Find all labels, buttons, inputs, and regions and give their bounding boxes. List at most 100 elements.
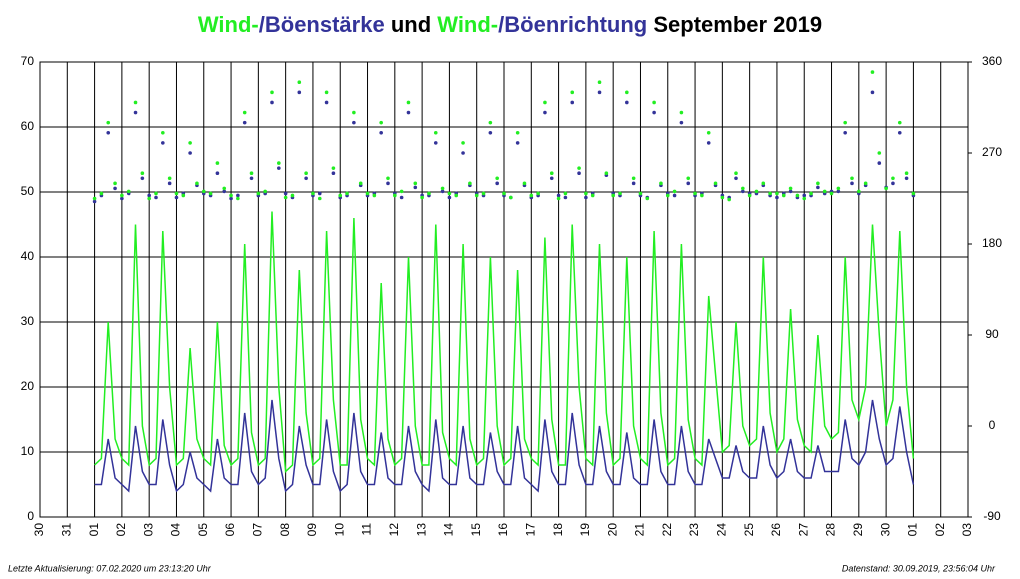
- x-tick-label: 10: [332, 523, 346, 537]
- x-tick-label: 18: [551, 523, 565, 537]
- plot-frame: [39, 61, 969, 518]
- direction-dot: [474, 193, 479, 198]
- direction-dot: [297, 90, 302, 95]
- direction-dot: [133, 100, 138, 105]
- direction-dot: [311, 191, 315, 196]
- direction-dot: [884, 186, 888, 191]
- direction-dot: [345, 191, 349, 196]
- y-tick-label: 40: [21, 249, 35, 263]
- direction-dot: [427, 191, 431, 196]
- y-tick-label: 20: [21, 379, 35, 393]
- direction-dot: [229, 196, 233, 201]
- direction-dot: [747, 193, 752, 198]
- direction-dot: [270, 100, 274, 105]
- direction-dot: [891, 176, 895, 181]
- direction-dot: [461, 151, 465, 155]
- x-tick-label: 29: [851, 523, 865, 537]
- direction-dot: [611, 193, 615, 198]
- x-tick-label: 28: [824, 523, 838, 537]
- direction-dot: [700, 193, 704, 198]
- direction-dot: [563, 191, 568, 196]
- y-tick-label: 0: [27, 509, 34, 523]
- direction-dot: [720, 195, 725, 200]
- y2-tick-label: 90: [985, 327, 999, 341]
- direction-dot: [249, 171, 254, 176]
- direction-dot: [891, 181, 895, 186]
- direction-dot: [775, 191, 779, 196]
- x-tick-label: 24: [715, 523, 729, 537]
- direction-dot: [215, 171, 220, 176]
- direction-dot: [317, 191, 322, 196]
- direction-dot: [468, 181, 472, 186]
- direction-dot: [536, 191, 540, 196]
- direction-dot: [283, 195, 288, 200]
- direction-dot: [556, 193, 561, 198]
- direction-dot: [488, 130, 493, 135]
- direction-dot: [713, 181, 718, 186]
- title-part: und: [385, 12, 438, 37]
- direction-dot: [597, 80, 602, 85]
- x-tick-label: 19: [578, 523, 592, 537]
- x-tick-label: 08: [278, 523, 292, 537]
- direction-dot: [686, 176, 691, 181]
- direction-dot: [290, 193, 295, 198]
- direction-dot: [754, 189, 759, 194]
- direction-dot: [277, 161, 281, 165]
- direction-dot: [120, 196, 124, 201]
- x-tick-label: 06: [223, 523, 237, 537]
- x-tick-label: 07: [251, 523, 265, 537]
- direction-dot: [563, 195, 568, 200]
- direction-dot: [843, 120, 847, 125]
- direction-dot: [461, 141, 465, 145]
- direction-dot: [481, 191, 486, 196]
- y-tick-label: 10: [21, 444, 35, 458]
- direction-dot: [577, 171, 581, 176]
- direction-dot: [665, 193, 670, 198]
- direction-dot: [631, 176, 636, 181]
- direction-dot: [857, 189, 861, 194]
- title-part: Wind-: [437, 12, 498, 37]
- x-tick-label: 31: [59, 523, 73, 537]
- x-tick-label: 03: [960, 523, 974, 537]
- direction-dot: [652, 110, 656, 115]
- x-tick-label: 17: [523, 523, 537, 537]
- direction-dot: [358, 181, 363, 186]
- direction-dot: [870, 70, 875, 74]
- title-part: Wind-: [198, 12, 259, 37]
- direction-dot: [236, 196, 240, 201]
- x-tick-label: 23: [687, 523, 701, 537]
- direction-dot: [147, 193, 151, 198]
- direction-dot: [822, 189, 827, 194]
- direction-dot: [140, 171, 145, 176]
- y-tick-label: 30: [21, 314, 35, 328]
- direction-dot: [120, 193, 124, 198]
- direction-dot: [393, 193, 397, 198]
- direction-dot: [386, 176, 390, 181]
- footer-right: Datenstand: 30.09.2019, 23:56:04 Uhr: [842, 563, 996, 573]
- direction-dot: [113, 181, 117, 186]
- direction-dot: [781, 193, 786, 198]
- x-tick-label: 14: [442, 523, 456, 537]
- direction-dot: [652, 100, 656, 105]
- direction-dot: [379, 130, 383, 135]
- direction-dot: [352, 110, 356, 115]
- direction-dot: [324, 100, 329, 105]
- direction-dot: [215, 161, 220, 165]
- direction-dot: [256, 191, 261, 196]
- x-tick-label: 20: [605, 523, 619, 537]
- chart-title: Wind-/Böenstärke und Wind-/Böenrichtung …: [198, 12, 822, 37]
- y-tick-label: 50: [21, 184, 35, 198]
- direction-dot: [584, 195, 588, 200]
- direction-dot: [92, 199, 97, 204]
- direction-dot: [331, 166, 336, 170]
- direction-dot: [167, 181, 172, 186]
- direction-dot: [386, 181, 390, 186]
- direction-dot: [802, 193, 807, 198]
- direction-dot: [113, 186, 117, 191]
- direction-dot: [352, 120, 356, 125]
- x-tick-label: 30: [878, 523, 892, 537]
- direction-dot: [836, 186, 841, 191]
- direction-dot: [597, 90, 602, 95]
- direction-dot: [850, 176, 854, 181]
- direction-dot: [604, 171, 609, 176]
